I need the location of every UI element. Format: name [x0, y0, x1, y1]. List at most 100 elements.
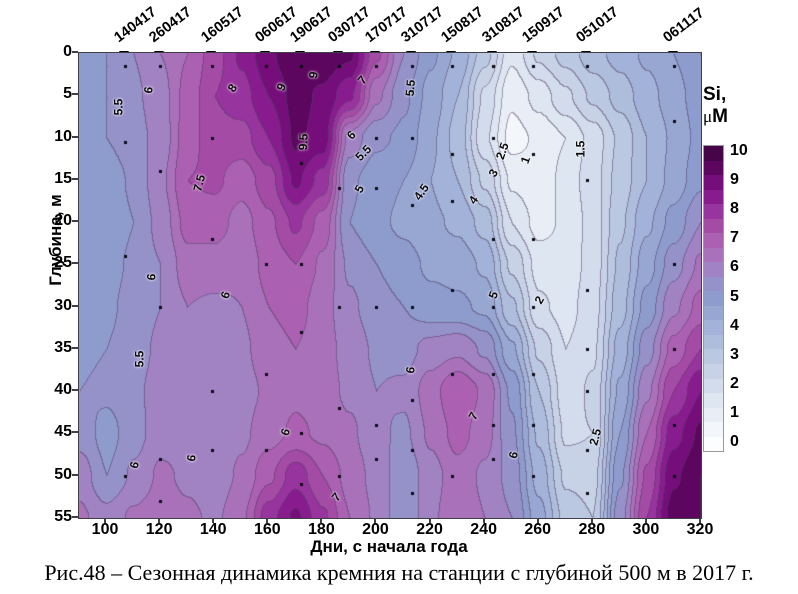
x-tick-label: 260	[524, 521, 552, 538]
x-tick-mark	[699, 518, 701, 523]
colorbar-title-element: Si,	[703, 84, 727, 105]
contour-label: 5.5	[132, 350, 147, 368]
station-date-label: 051017	[573, 4, 623, 47]
x-tick-mark	[320, 518, 323, 523]
y-tick-label: 25	[54, 254, 72, 272]
station-date-label: 030717	[324, 4, 374, 47]
colorbar-tick-label: 10	[730, 142, 748, 160]
colorbar-tick-label: 4	[730, 316, 739, 334]
colorbar-segment	[704, 175, 723, 190]
colorbar-tick-label: 8	[730, 200, 739, 218]
x-tick-label: 320	[686, 521, 714, 538]
colorbar-title: Si, μM	[703, 84, 728, 128]
colorbar-tick-label: 0	[730, 432, 739, 450]
x-tick-mark	[590, 518, 593, 523]
y-tick-mark	[72, 431, 78, 434]
x-tick-mark	[104, 518, 107, 523]
contour-label: 9.5	[296, 133, 311, 152]
colorbar-segment	[704, 146, 723, 161]
y-tick-mark	[72, 262, 78, 265]
colorbar-segment	[704, 160, 723, 176]
y-tick-mark	[72, 93, 78, 96]
y-tick-mark	[72, 220, 78, 223]
station-date-label: 150817	[438, 4, 487, 47]
colorbar-unit: M	[712, 105, 728, 127]
y-tick-label: 20	[54, 212, 72, 230]
colorbar-segment	[704, 334, 723, 350]
colorbar-segment	[704, 262, 723, 277]
y-tick-label: 0	[63, 43, 72, 60]
y-tick-mark	[72, 389, 78, 392]
colorbar-tick-label: 6	[730, 258, 739, 276]
station-date-label: 310817	[479, 4, 528, 47]
colorbar-segment	[704, 291, 723, 306]
x-tick-mark	[644, 518, 647, 523]
x-tick-label: 200	[362, 521, 389, 538]
x-axis-label: Дни, с начала года	[310, 537, 468, 556]
colorbar-tick-label: 1	[730, 403, 739, 421]
contour-label: 1.5	[573, 140, 588, 158]
contour-label: 6	[143, 272, 159, 281]
y-tick-label: 10	[54, 127, 72, 145]
colorbar-tick-label: 3	[730, 345, 739, 363]
x-tick-label: 160	[253, 521, 281, 538]
x-tick-label: 120	[145, 521, 173, 538]
y-tick-mark	[72, 177, 78, 180]
colorbar-segment	[704, 233, 723, 248]
y-tick-mark	[72, 516, 78, 518]
y-tick-label: 35	[54, 338, 72, 356]
y-tick-label: 30	[54, 296, 72, 314]
x-tick-label: 140	[199, 521, 227, 538]
y-tick-mark	[72, 346, 78, 349]
x-tick-mark	[428, 518, 431, 523]
x-tick-mark	[266, 518, 269, 523]
colorbar-segment	[704, 407, 723, 423]
x-tick-label: 300	[632, 521, 660, 538]
x-tick-mark	[482, 518, 485, 523]
colorbar-tick-label: 2	[730, 374, 739, 392]
y-tick-label: 5	[63, 85, 72, 103]
x-tick-mark	[536, 518, 539, 523]
y-tick-label: 15	[54, 169, 72, 187]
figure-caption: Рис.48 – Сезонная динамика кремния на ст…	[44, 560, 754, 585]
colorbar-segment	[704, 276, 723, 292]
colorbar-segment	[704, 363, 723, 379]
colorbar-tick-label: 5	[730, 287, 739, 305]
y-tick-label: 45	[54, 423, 72, 441]
x-tick-mark	[374, 518, 377, 523]
y-tick-mark	[72, 473, 78, 476]
contour-canvas	[79, 53, 701, 518]
colorbar-tick-label: 9	[730, 171, 739, 189]
colorbar	[703, 145, 724, 452]
y-tick-label: 55	[54, 508, 72, 525]
contour-plot-area: 5.5 6 7.5 8 9 9 9.5 7 6 5.5 5.5 5 4.5 4 3 2.5 1 1.5 2 5 6 6 5.…	[78, 52, 702, 519]
x-tick-label: 180	[308, 521, 335, 538]
colorbar-segment	[704, 305, 723, 321]
y-tick-mark	[72, 51, 78, 53]
colorbar-segment	[704, 189, 723, 205]
y-tick-mark	[72, 135, 78, 138]
colorbar-segment	[704, 218, 723, 234]
x-tick-label: 100	[91, 521, 119, 538]
colorbar-segment	[704, 436, 723, 452]
x-tick-mark	[212, 518, 215, 523]
contour-label: 5.5	[402, 79, 418, 98]
station-date-label: 160517	[197, 4, 247, 47]
colorbar-segment	[704, 320, 723, 335]
colorbar-segment	[704, 204, 723, 219]
x-tick-label: 220	[416, 521, 443, 538]
colorbar-mu-symbol: μ	[703, 106, 713, 126]
contour-label: 5.5	[111, 98, 126, 116]
station-date-label: 061117	[660, 5, 708, 46]
y-tick-label: 50	[54, 465, 72, 483]
colorbar-segment	[704, 349, 723, 364]
colorbar-segment	[704, 422, 723, 437]
colorbar-tick-label: 7	[730, 229, 739, 247]
colorbar-segment	[704, 247, 723, 263]
y-tick-label: 40	[54, 381, 72, 399]
y-tick-mark	[72, 304, 78, 307]
station-date-label: 150917	[519, 4, 568, 47]
x-tick-label: 280	[578, 521, 606, 538]
colorbar-segment	[704, 378, 723, 394]
